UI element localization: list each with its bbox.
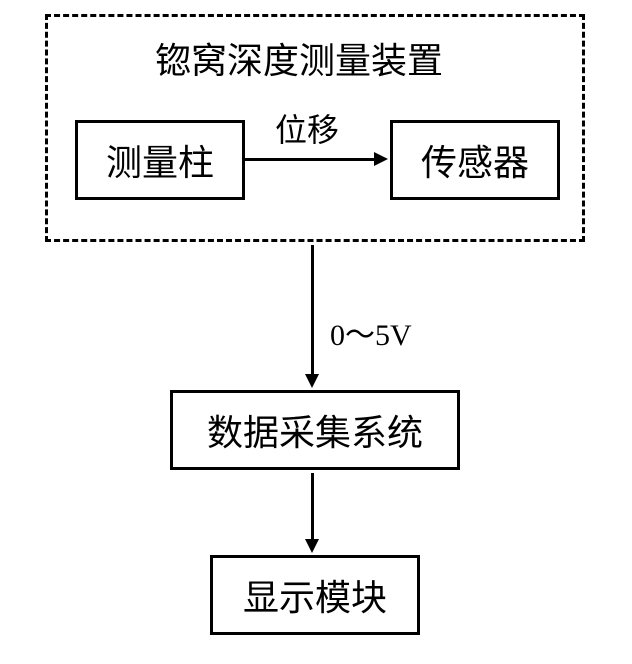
measure-column-box: 测量柱	[75, 120, 245, 200]
arrow-head-1	[374, 152, 388, 166]
arrow-line-3	[311, 473, 314, 541]
data-acquisition-box: 数据采集系统	[170, 390, 460, 470]
sensor-label: 传感器	[421, 134, 529, 186]
sensor-box: 传感器	[390, 120, 560, 200]
edge-label-displacement: 位移	[275, 105, 339, 151]
arrow-head-2	[305, 374, 319, 388]
display-module-box: 显示模块	[210, 555, 420, 635]
arrow-line-2	[311, 245, 314, 376]
arrow-line-1	[245, 158, 376, 161]
measure-column-label: 测量柱	[106, 134, 214, 186]
edge-label-voltage: 0～5V	[330, 310, 412, 354]
data-acquisition-label: 数据采集系统	[207, 404, 423, 456]
group-title: 锪窝深度测量装置	[155, 32, 443, 84]
arrow-head-3	[305, 539, 319, 553]
display-module-label: 显示模块	[243, 569, 387, 621]
